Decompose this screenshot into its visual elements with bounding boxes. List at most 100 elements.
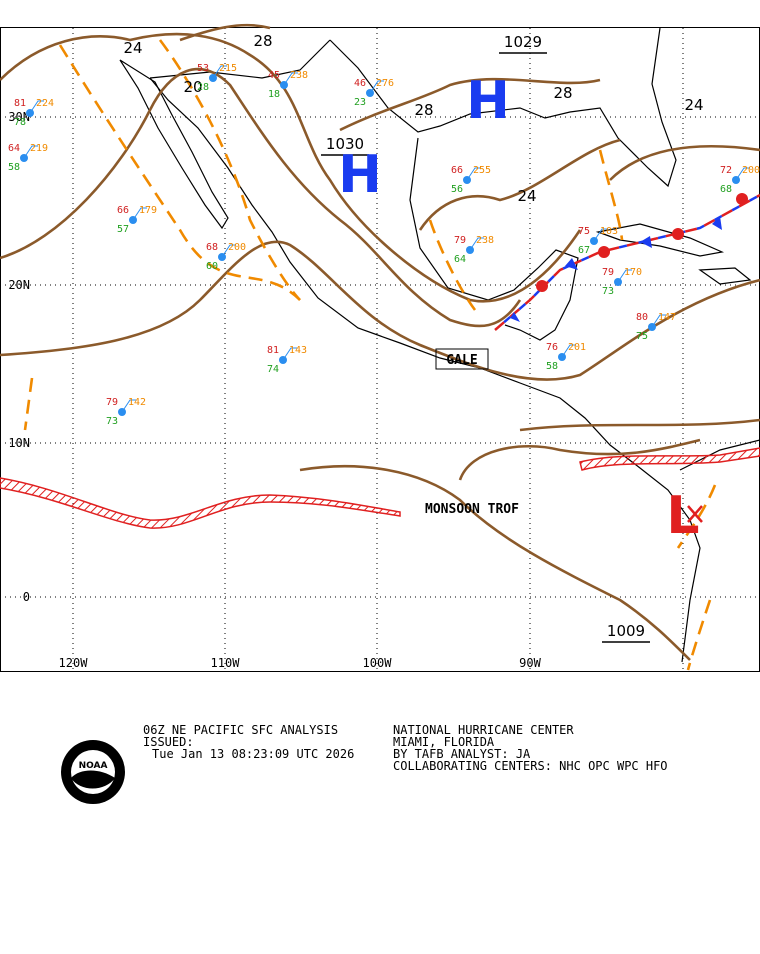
station-temp: 68 bbox=[206, 242, 218, 253]
station-pressure: 200 bbox=[742, 165, 760, 176]
isobar-label: 20 bbox=[183, 78, 202, 96]
wind-barb bbox=[469, 237, 479, 251]
troughs bbox=[23, 39, 717, 671]
footer-center: NATIONAL HURRICANE CENTER bbox=[393, 723, 574, 737]
station-dew: 60 bbox=[206, 261, 218, 272]
front-triangle bbox=[510, 312, 520, 322]
station: 81 74 143 bbox=[267, 345, 307, 375]
isobar-label: 24 bbox=[517, 187, 536, 205]
footer-timestamp: Tue Jan 13 08:23:09 UTC 2026 bbox=[152, 747, 354, 761]
station-pressure: 224 bbox=[36, 98, 54, 109]
pressure-center: L bbox=[666, 486, 699, 546]
wind-barb bbox=[617, 269, 627, 283]
station-pressure: 200 bbox=[228, 242, 246, 253]
coastline bbox=[698, 267, 752, 285]
station-temp: 75 bbox=[578, 226, 590, 237]
station-dew: 74 bbox=[267, 364, 279, 375]
isobar bbox=[519, 418, 760, 432]
station: 80 75 147 bbox=[636, 312, 676, 342]
station: 45 18 238 bbox=[268, 70, 308, 100]
station-temp: 79 bbox=[602, 267, 614, 278]
lat-label: 0 bbox=[23, 590, 30, 604]
annotation: GALE bbox=[446, 353, 477, 368]
noaa-logo: NOAA bbox=[61, 740, 125, 804]
wind-barb bbox=[212, 65, 222, 79]
lon-label: 120W bbox=[59, 656, 89, 670]
station-pressure: 276 bbox=[376, 78, 394, 89]
isobar-label: 28 bbox=[253, 32, 272, 50]
low-x bbox=[687, 505, 703, 523]
isobar-label: 24 bbox=[123, 39, 142, 57]
footer-location: MIAMI, FLORIDA bbox=[393, 735, 495, 749]
station: 66 56 255 bbox=[451, 165, 491, 195]
trough bbox=[686, 599, 712, 671]
station-plots: 81 78 224 64 58 219 66 57 179 68 60 200 81 74 143 79 73 1… bbox=[8, 63, 760, 427]
front-semicircle bbox=[736, 193, 748, 205]
station-pressure: 215 bbox=[219, 63, 237, 74]
lat-label: 10N bbox=[8, 436, 30, 450]
front-triangle bbox=[640, 236, 652, 248]
wind-barb bbox=[132, 207, 142, 221]
wind-barb bbox=[369, 80, 379, 94]
station-pressure: 238 bbox=[476, 235, 494, 246]
pressure-center: H bbox=[338, 145, 382, 205]
coastline bbox=[119, 59, 229, 230]
trough bbox=[23, 377, 34, 431]
station-dew: 67 bbox=[578, 245, 590, 256]
footer-product: 06Z NE PACIFIC SFC ANALYSIS bbox=[143, 723, 338, 737]
station-dew: 75 bbox=[636, 331, 648, 342]
wind-barb bbox=[29, 100, 39, 114]
front-triangle bbox=[565, 258, 578, 270]
map-frame bbox=[0, 27, 760, 672]
station-temp: 79 bbox=[106, 397, 118, 408]
station: 72 68 200 bbox=[720, 165, 760, 195]
station-dew: 58 bbox=[546, 361, 558, 372]
lon-label: 90W bbox=[519, 656, 541, 670]
station-dew: 73 bbox=[106, 416, 118, 427]
trough bbox=[158, 39, 301, 301]
station-temp: 76 bbox=[546, 342, 558, 353]
station: 68 60 200 bbox=[206, 242, 246, 272]
isobar-label: 1009 bbox=[607, 622, 645, 640]
station-temp: 66 bbox=[117, 205, 129, 216]
station: 66 57 179 bbox=[117, 205, 157, 235]
wind-barb bbox=[121, 399, 131, 413]
gale-box bbox=[435, 348, 489, 370]
station: 79 64 238 bbox=[454, 235, 494, 265]
wind-barb bbox=[735, 167, 745, 181]
station-temp: 79 bbox=[454, 235, 466, 246]
station-temp: 80 bbox=[636, 312, 648, 323]
trough bbox=[598, 149, 624, 241]
station-temp: 66 bbox=[451, 165, 463, 176]
station-pressure: 147 bbox=[658, 312, 676, 323]
isobar-label: 28 bbox=[414, 101, 433, 119]
station: 64 58 219 bbox=[8, 143, 48, 173]
isobar bbox=[0, 67, 522, 328]
coastline bbox=[595, 223, 725, 257]
pressure-center: H bbox=[466, 71, 510, 131]
front bbox=[494, 193, 760, 331]
station-temp: 64 bbox=[8, 143, 20, 154]
station: 46 23 276 bbox=[354, 78, 394, 108]
annotation: MONSOON TROF bbox=[425, 502, 519, 517]
isobar bbox=[0, 240, 760, 381]
trough bbox=[428, 219, 477, 311]
isobar bbox=[458, 438, 701, 481]
station-pressure: 179 bbox=[139, 205, 157, 216]
station-dew: 68 bbox=[720, 184, 732, 195]
station-dew: 28 bbox=[197, 82, 209, 93]
grid bbox=[0, 28, 760, 671]
isobar-label: 1029 bbox=[504, 33, 542, 51]
station-pressure: 103 bbox=[600, 226, 618, 237]
front-symbols bbox=[510, 216, 722, 322]
wind-barb bbox=[283, 72, 293, 86]
isobar bbox=[299, 465, 691, 661]
monsoon-trough bbox=[0, 477, 401, 529]
front-symbols bbox=[536, 193, 748, 292]
wind-barb bbox=[561, 344, 571, 358]
wind-barb bbox=[466, 167, 476, 181]
isobar-label: 24 bbox=[684, 96, 703, 114]
station-pressure: 143 bbox=[289, 345, 307, 356]
